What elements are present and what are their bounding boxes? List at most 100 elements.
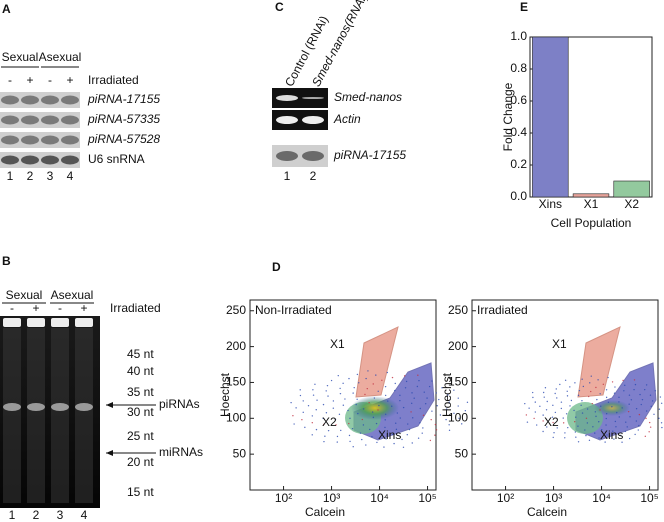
event-dot (384, 413, 387, 415)
event-dot (574, 382, 576, 384)
event-dot (367, 370, 369, 372)
gel-well (27, 318, 45, 327)
event-dot (650, 405, 652, 408)
event-dot (555, 388, 557, 390)
treatment-sign: - (10, 301, 14, 315)
event-dot (535, 424, 538, 426)
event-dot (348, 434, 351, 437)
event-dot (323, 440, 325, 443)
y-tick-label: 0.0 (510, 189, 527, 203)
blot-band (41, 95, 59, 105)
event-dot (311, 434, 313, 436)
size-marker: 40 nt (127, 364, 154, 378)
event-dot (556, 397, 558, 399)
event-dot (613, 392, 616, 394)
event-dot (597, 379, 599, 381)
blot-band (41, 135, 59, 145)
event-dot (564, 437, 566, 439)
event-dot (628, 394, 631, 396)
event-dot (332, 407, 335, 409)
event-dot (534, 411, 537, 413)
event-dot (395, 428, 398, 431)
event-dot (543, 396, 545, 398)
density (351, 396, 399, 420)
event-dot (325, 390, 327, 392)
row-label: piRNA-57335 (87, 112, 160, 126)
gate-label: X1 (552, 337, 567, 351)
event-dot (658, 408, 661, 410)
lane-number: 4 (81, 508, 88, 522)
blot-band (1, 155, 19, 165)
event-dot (461, 423, 463, 425)
bar (532, 36, 569, 198)
event-dot (387, 400, 389, 402)
event-dot (453, 389, 455, 391)
event-dot (436, 405, 438, 407)
event-dot (399, 394, 401, 397)
event-dot (416, 385, 419, 388)
event-dot (340, 429, 342, 432)
event-dot (323, 423, 325, 426)
event-dot (307, 405, 310, 407)
event-dot (605, 424, 607, 426)
y-tick-label: 1.0 (510, 29, 527, 43)
row-label: piRNA-57528 (87, 132, 160, 146)
event-dot (599, 393, 601, 395)
event-dot (411, 392, 413, 394)
event-dot (371, 411, 374, 413)
event-dot (660, 402, 663, 404)
lane-number: 2 (27, 169, 34, 183)
event-dot (645, 410, 648, 412)
event-dot (659, 396, 662, 398)
event-dot (302, 400, 304, 402)
event-dot (564, 379, 567, 381)
event-dot (402, 446, 405, 448)
event-dot (607, 376, 609, 379)
event-dot (326, 384, 329, 387)
event-dot (556, 427, 558, 429)
event-dot (372, 416, 375, 419)
event-dot (581, 412, 584, 414)
y-axis-label: Hoechst (218, 372, 232, 417)
event-dot (589, 382, 591, 384)
event-dot (551, 416, 554, 418)
event-dot (361, 418, 364, 421)
event-dot (458, 417, 460, 420)
event-dot (385, 438, 387, 440)
event-dot (342, 382, 344, 385)
event-dot (418, 379, 420, 382)
blot-strip (0, 132, 80, 148)
event-dot (395, 422, 397, 424)
event-dot (352, 392, 354, 394)
event-dot (295, 407, 297, 409)
event-dot (365, 444, 367, 446)
event-dot (430, 418, 432, 421)
event-dot (315, 428, 318, 431)
event-dot (434, 434, 436, 436)
event-dot (344, 398, 346, 400)
event-dot (466, 401, 469, 404)
event-dot (377, 390, 379, 392)
blot-band (21, 115, 39, 125)
treatment-label: Irradiated (110, 301, 161, 315)
event-dot (447, 394, 449, 396)
event-dot (362, 408, 365, 410)
event-dot (554, 411, 557, 414)
event-dot (375, 374, 377, 376)
y-tick-label: 0.6 (510, 93, 527, 107)
event-dot (356, 373, 359, 376)
treatment-sign: - (58, 301, 62, 315)
x-axis-label: Calcein (305, 505, 345, 519)
event-dot (337, 374, 339, 377)
event-dot (534, 401, 536, 403)
group-label: Asexual (51, 288, 94, 302)
density (594, 400, 630, 416)
blot-band (61, 95, 79, 105)
event-dot (618, 396, 620, 399)
event-dot (627, 410, 630, 413)
arrow-head (106, 450, 113, 456)
blot-band (61, 115, 79, 125)
event-dot (417, 437, 420, 439)
event-dot (419, 422, 421, 424)
event-dot (645, 417, 647, 420)
